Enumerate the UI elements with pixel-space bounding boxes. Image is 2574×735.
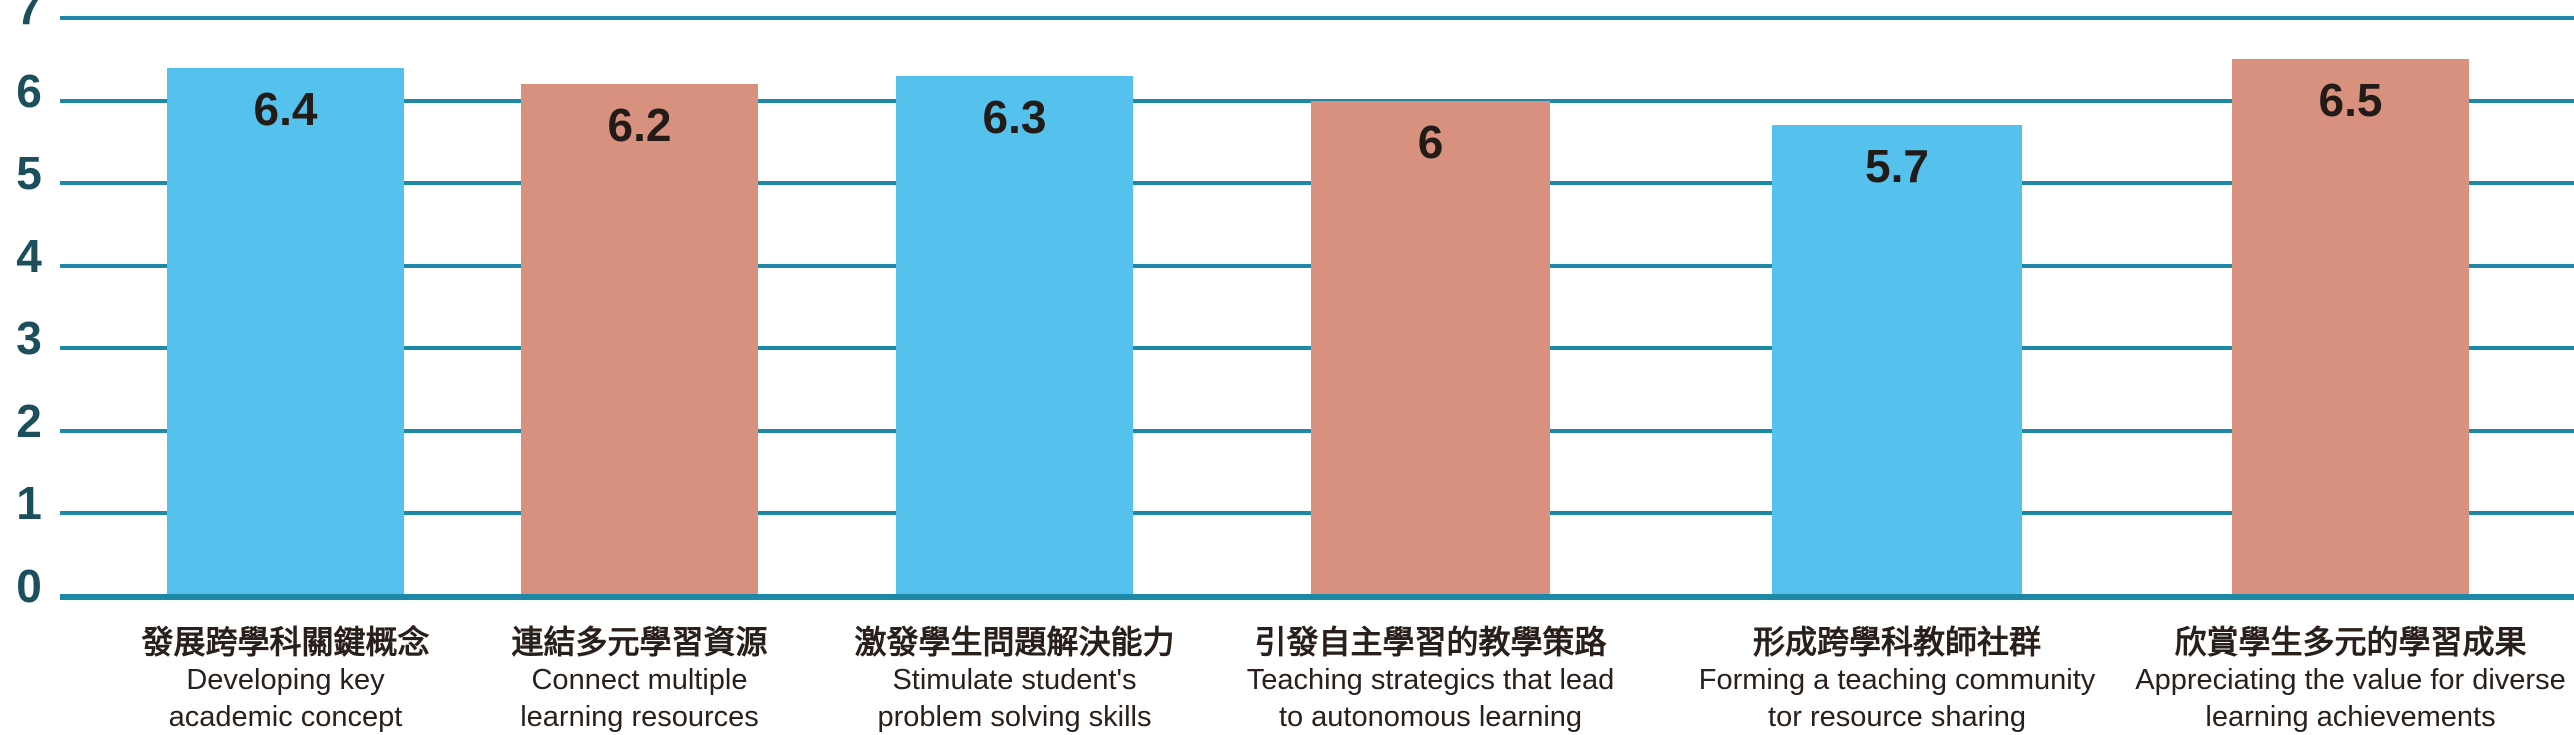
y-tick-label-5: 5 xyxy=(16,147,42,200)
category-label-zh: 發展跨學科關鍵概念 xyxy=(141,624,430,660)
category-label-en-line2: academic concept xyxy=(168,701,403,733)
bar-1: 6.4 xyxy=(167,67,404,596)
bar-6: 6.5 xyxy=(2232,59,2469,596)
bar-4: 6 xyxy=(1311,100,1550,596)
category-label-zh: 欣賞學生多元的學習成果 xyxy=(2174,624,2527,660)
category-label-en-line2: tor resource sharing xyxy=(1768,701,2026,733)
category-label-zh: 引發自主學習的教學策路 xyxy=(1254,624,1607,660)
bar-value-label: 6.4 xyxy=(253,82,318,135)
category-label-en-line2: problem solving skills xyxy=(877,701,1152,733)
category-label-zh: 激發學生問題解決能力 xyxy=(854,624,1175,660)
category-label-3: 激發學生問題解決能力 Stimulate student's problem sol… xyxy=(854,622,1174,735)
category-label-en-line1: Stimulate student's xyxy=(892,664,1137,696)
category-label-en-line1: Developing key xyxy=(186,664,385,696)
category-label-4: 引發自主學習的教學策路 Teaching strategics that lead… xyxy=(1247,622,1615,735)
y-tick-label-6: 6 xyxy=(16,64,42,117)
category-label-zh: 連結多元學習資源 xyxy=(511,624,768,660)
y-tick-label-1: 1 xyxy=(16,477,42,530)
bar-5: 5.7 xyxy=(1772,125,2022,596)
category-label-2: 連結多元學習資源 Connect multiple learning resourc… xyxy=(511,622,767,735)
bar-value-label: 5.7 xyxy=(1865,140,1929,193)
category-label-en-line1: Appreciating the value for diverse xyxy=(2135,664,2566,696)
category-label-1: 發展跨學科關鍵概念 Developing key academic concept xyxy=(141,622,429,735)
category-label-5: 形成跨學科教師社群 Forming a teaching community tor… xyxy=(1699,622,2096,735)
category-label-6: 欣賞學生多元的學習成果 Appreciating the value for di… xyxy=(2135,622,2565,735)
bar-value-label: 6.5 xyxy=(2318,74,2383,127)
bar-value-label: 6.3 xyxy=(982,90,1047,143)
bar-value-label: 6 xyxy=(1417,115,1444,168)
x-axis-line xyxy=(60,594,2574,600)
bar-value-label: 6.2 xyxy=(607,99,672,152)
bar-3: 6.3 xyxy=(896,75,1133,596)
category-label-en-line2: learning achievements xyxy=(2205,701,2496,733)
bar-2: 6.2 xyxy=(521,84,758,596)
gridline-7 xyxy=(60,16,2574,20)
category-label-zh: 形成跨學科教師社群 xyxy=(1752,624,2041,660)
category-label-en-line1: Teaching strategics that lead xyxy=(1246,664,1615,696)
y-tick-label-4: 4 xyxy=(16,229,42,282)
category-label-en-line2: learning resources xyxy=(520,701,759,733)
category-label-en-line1: Forming a teaching community xyxy=(1698,664,2096,696)
y-tick-label-2: 2 xyxy=(16,394,42,447)
category-label-en-line2: to autonomous learning xyxy=(1278,701,1583,733)
y-tick-label-0: 0 xyxy=(16,560,42,612)
y-tick-label-7: 7 xyxy=(16,0,42,34)
y-tick-label-3: 3 xyxy=(16,312,42,365)
category-label-en-line1: Connect multiple xyxy=(531,664,748,696)
